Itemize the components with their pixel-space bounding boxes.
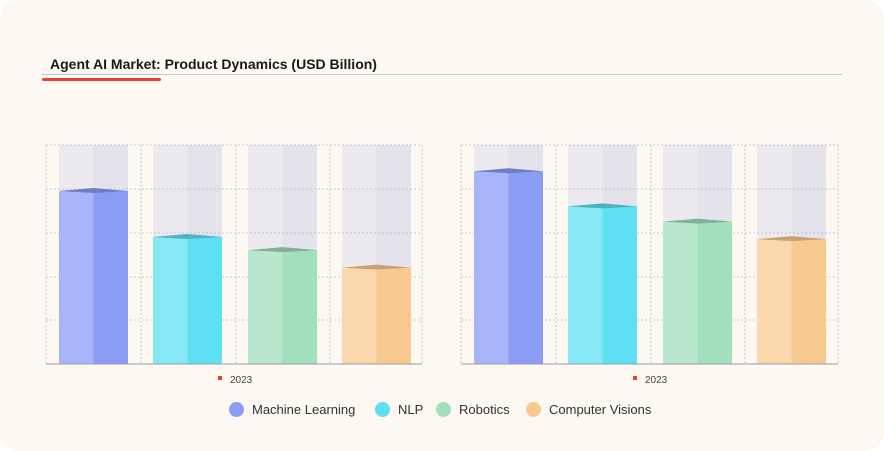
legend-swatch — [229, 401, 244, 417]
bar-face-right — [697, 221, 732, 364]
bar-face-left — [474, 171, 509, 364]
bar-face-left — [248, 250, 283, 364]
bar-face-left — [568, 206, 603, 364]
bar-face-right — [93, 190, 128, 364]
chart-legend: Machine Learning NLP Robotics Computer Visi… — [0, 398, 884, 420]
legend-label: Robotics — [459, 401, 510, 417]
title-divider — [42, 74, 842, 75]
bar-top-cap — [153, 233, 222, 239]
bar-top-cap — [342, 264, 411, 270]
title-accent-bar — [42, 78, 161, 81]
legend-item-robotics[interactable]: Robotics — [436, 398, 510, 420]
legend-swatch — [375, 401, 390, 417]
legend-item-nlp[interactable]: NLP — [375, 398, 423, 420]
chart-title: Agent AI Market: Product Dynamics (USD B… — [50, 56, 377, 72]
legend-label: NLP — [398, 401, 424, 417]
bar-machine-learning[interactable] — [474, 168, 543, 364]
bar-face-right — [602, 206, 637, 364]
bar-computer-visions[interactable] — [342, 264, 411, 364]
bar-nlp[interactable] — [568, 203, 637, 364]
bar-top-cap — [663, 218, 732, 224]
legend-item-computer-visions[interactable]: Computer Visions — [526, 398, 651, 420]
bar-face-left — [757, 239, 792, 364]
bar-top-cap — [248, 247, 317, 253]
legend-label: Computer Visions — [549, 401, 652, 417]
bar-face-left — [342, 267, 377, 364]
bar-robotics[interactable] — [248, 247, 317, 364]
bar-nlp[interactable] — [153, 233, 222, 364]
bar-top-cap — [757, 236, 826, 242]
bar-robotics[interactable] — [663, 218, 732, 364]
bar-face-right — [376, 267, 411, 364]
bar-top-cap — [474, 168, 543, 174]
bar-face-right — [282, 250, 317, 364]
legend-label: Machine Learning — [252, 401, 356, 417]
x-label-marker — [633, 376, 637, 380]
bar-machine-learning[interactable] — [59, 187, 128, 364]
bar-face-left — [663, 221, 698, 364]
bar-top-cap — [568, 203, 637, 209]
x-axis-tick-label: 2023 — [230, 375, 253, 386]
bar-face-right — [508, 171, 543, 364]
bar-computer-visions[interactable] — [757, 236, 826, 364]
bar-top-cap — [59, 187, 128, 193]
legend-swatch — [436, 401, 451, 417]
x-label-marker — [218, 376, 222, 380]
x-axis-tick-label: 2023 — [645, 375, 668, 386]
legend-item-machine-learning[interactable]: Machine Learning — [229, 398, 355, 420]
bar-face-left — [59, 190, 94, 364]
bar-face-right — [187, 236, 222, 364]
bar-face-right — [791, 239, 826, 364]
legend-swatch — [526, 401, 541, 417]
bar-face-left — [153, 236, 188, 364]
